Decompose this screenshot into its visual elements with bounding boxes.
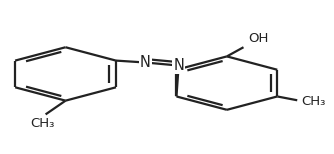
Text: OH: OH [248,32,269,45]
Text: CH₃: CH₃ [301,95,326,108]
Text: CH₃: CH₃ [30,118,54,130]
Text: N: N [173,58,184,73]
Text: N: N [140,55,151,70]
